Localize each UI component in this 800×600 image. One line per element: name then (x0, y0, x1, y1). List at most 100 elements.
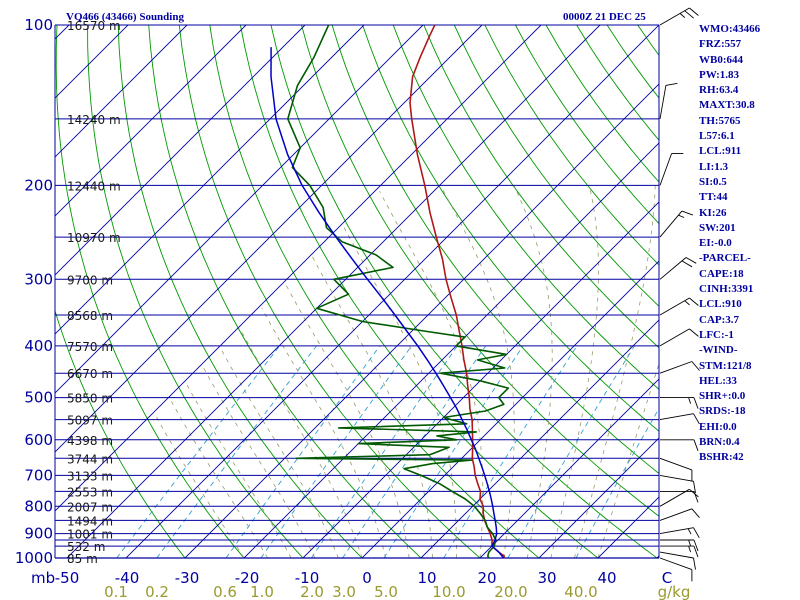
dry-adiabat (270, 25, 658, 558)
wind-barb-half-feather (688, 397, 692, 404)
wind-barb (659, 557, 693, 582)
wind-barb (659, 328, 699, 347)
moist-adiabat (169, 397, 268, 558)
temp-tick-label: -40 (115, 569, 140, 587)
isotherm (479, 378, 659, 558)
index-value: RH:63.4 (699, 84, 739, 97)
wind-barb-feather (693, 491, 699, 503)
wind-barb (659, 153, 684, 186)
wind-barb-feather (689, 297, 699, 306)
height-label: 9700 m (67, 273, 113, 287)
index-value: BSHR:42 (699, 451, 744, 464)
index-value: SHR+:0.0 (699, 390, 746, 403)
wind-barb (659, 297, 699, 316)
height-label: 7570 m (67, 340, 113, 354)
temperature-line (409, 25, 506, 558)
temp-tick-label: -50 (55, 569, 80, 587)
wind-barb (660, 490, 699, 503)
wind-barb-shaft (659, 527, 694, 535)
isotherm (66, 25, 601, 558)
wind-barb-shaft (659, 361, 693, 374)
mixing-ratio-label: 2.0 (300, 583, 324, 600)
moist-adiabat (550, 185, 599, 558)
wind-barb-feather (693, 439, 699, 451)
isotherm (184, 83, 659, 558)
temp-tick-label: 40 (597, 569, 616, 587)
pressure-tick-label: 700 (24, 466, 53, 484)
moist-adiabat (343, 227, 457, 558)
pressure-unit-label: mb (31, 569, 55, 587)
isotherm (55, 25, 188, 158)
height-label: 14240 m (67, 113, 121, 127)
wind-barb-shaft (659, 297, 690, 316)
mixing-ratio-label: 5.0 (374, 583, 398, 600)
moist-adiabat (154, 413, 245, 558)
wind-barb (660, 539, 699, 552)
moist-adiabat (185, 383, 292, 558)
index-value: WB0:644 (699, 53, 743, 66)
index-value: CINH:3391 (699, 283, 754, 296)
parcel-line (270, 47, 505, 558)
dry-adiabat (239, 25, 599, 558)
moist-adiabat (239, 327, 363, 558)
isotherm (0, 25, 10, 558)
height-label: 4398 m (67, 434, 113, 448)
wind-barb-feather (693, 557, 696, 570)
wind-barb (659, 82, 678, 119)
dry-adiabat (87, 25, 304, 558)
wind-barb-feather (693, 397, 699, 409)
wind-barb (659, 210, 694, 238)
mixing-ratio-label: 40.0 (564, 583, 597, 600)
wind-barb-shaft (659, 153, 673, 186)
mixing-ratio-label: 1.0 (250, 583, 274, 600)
temp-tick-label: C (662, 569, 672, 587)
isotherm (55, 25, 542, 512)
height-label: 3744 m (67, 452, 113, 466)
isotherm (538, 437, 659, 558)
pressure-tick-label: 300 (24, 270, 53, 288)
wind-barb-shaft (659, 557, 693, 571)
wind-barb-shaft (659, 457, 693, 471)
mixing-ratio-line (575, 407, 659, 558)
index-value: STM:121/8 (699, 359, 752, 372)
isotherm (55, 25, 424, 394)
wind-barb-shaft (659, 413, 694, 421)
isotherm (55, 25, 306, 276)
wind-barb (659, 488, 699, 507)
wind-barb (659, 474, 696, 493)
pressure-tick-label: 800 (24, 497, 53, 515)
index-value: LCL:911 (699, 145, 742, 158)
wind-barb-feather (691, 508, 700, 518)
mixing-ratio-label: g/kg (658, 583, 691, 600)
wind-barb (659, 527, 700, 539)
wind-barb-half-feather (687, 528, 692, 535)
height-label: 5097 m (67, 414, 113, 428)
wind-barb-shaft (659, 488, 690, 507)
mixing-ratio-line (116, 345, 281, 558)
wind-barb-feather (693, 539, 699, 552)
height-label: 16570 m (67, 19, 121, 33)
height-label: 5850 m (67, 392, 113, 406)
sounding-indices-panel: WMO:43466 FRZ:557 WB0:644 PW:1.83 RH:63.4 MAX… (699, 22, 799, 466)
index-value: CAP:3.7 (699, 313, 740, 326)
wind-barb-shaft (659, 257, 687, 280)
wind-barb-feather (665, 82, 678, 86)
wind-barb (659, 508, 700, 521)
index-value: SI:0.5 (699, 175, 727, 188)
wind-barb-feather (691, 361, 700, 371)
wind-barb (660, 545, 699, 558)
index-value: EHI:0.0 (699, 420, 737, 433)
moist-adiabat (201, 365, 316, 558)
index-value: SW:201 (699, 221, 736, 234)
index-value: SRDS:-18 (699, 405, 746, 418)
index-value: HEL:33 (699, 374, 737, 387)
wind-barb-feather (681, 210, 694, 216)
isotherm (55, 25, 483, 453)
temp-tick-label: 30 (537, 569, 556, 587)
temp-tick-label: 20 (477, 569, 496, 587)
height-label: 8568 m (67, 309, 113, 323)
height-label: 10970 m (67, 231, 121, 245)
temp-tick-label: -10 (295, 569, 320, 587)
wind-barb-shaft (659, 210, 683, 238)
index-value: -WIND- (699, 344, 738, 357)
